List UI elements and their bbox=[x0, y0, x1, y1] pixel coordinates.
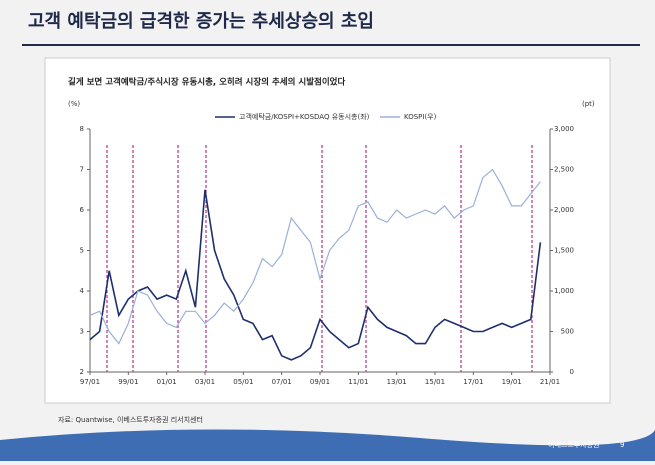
y2-tick-label: 2,000 bbox=[554, 206, 574, 214]
source: 자료: Quantwise, 이베스트투자증권 리서치센터 bbox=[58, 415, 203, 424]
y-tick-label: 6 bbox=[80, 206, 85, 214]
x-tick-label: 21/01 bbox=[540, 378, 560, 386]
x-tick-label: 01/01 bbox=[157, 378, 177, 386]
legend-label: KOSPI(우) bbox=[404, 113, 437, 121]
x-tick-label: 15/01 bbox=[425, 378, 445, 386]
chart-panel bbox=[44, 57, 611, 404]
y-unit: (%) bbox=[68, 100, 80, 108]
y2-tick-label: 500 bbox=[561, 328, 574, 336]
y2-tick-label: 1,000 bbox=[554, 287, 574, 295]
series-line bbox=[89, 189, 542, 361]
slide-title: 고객 예탁금의 급격한 증가는 추세상승의 초입 bbox=[28, 10, 374, 32]
x-tick-label: 99/01 bbox=[118, 378, 138, 386]
x-tick-label: 05/01 bbox=[233, 378, 253, 386]
x-tick-label: 19/01 bbox=[502, 378, 522, 386]
x-tick-label: 11/01 bbox=[348, 378, 368, 386]
legend-label: 고객예탁금/KOSPI+KOSDAQ 유동시총(좌) bbox=[239, 112, 370, 121]
x-tick-label: 03/01 bbox=[195, 378, 215, 386]
y-tick-label: 7 bbox=[80, 166, 84, 174]
page-number: 9 bbox=[620, 441, 624, 449]
x-tick-label: 97/01 bbox=[80, 378, 100, 386]
y-tick-label: 5 bbox=[80, 247, 84, 255]
y2-tick-label: 0 bbox=[570, 368, 574, 376]
x-tick-label: 07/01 bbox=[272, 378, 292, 386]
y-tick-label: 4 bbox=[80, 287, 85, 295]
event-lines bbox=[106, 145, 533, 372]
footer-text: 이베스트투자증권 bbox=[548, 440, 600, 449]
y2-tick-label: 2,500 bbox=[554, 166, 574, 174]
series-line bbox=[89, 168, 541, 345]
y-tick-label: 3 bbox=[80, 328, 84, 336]
x-tick-label: 09/01 bbox=[310, 378, 330, 386]
x-tick-label: 17/01 bbox=[463, 378, 483, 386]
chart-title: 길게 보면 고객예탁금/주식시장 유동시총, 오히려 시장의 추세의 시발점이었… bbox=[68, 77, 345, 88]
footer-wave bbox=[0, 429, 655, 461]
y-tick-label: 2 bbox=[80, 368, 84, 376]
x-tick-label: 13/01 bbox=[387, 378, 407, 386]
y2-tick-label: 1,500 bbox=[554, 247, 574, 255]
y-tick-label: 8 bbox=[80, 125, 84, 133]
y2-tick-label: 3,000 bbox=[554, 125, 574, 133]
y2-unit: (pt) bbox=[582, 100, 595, 108]
